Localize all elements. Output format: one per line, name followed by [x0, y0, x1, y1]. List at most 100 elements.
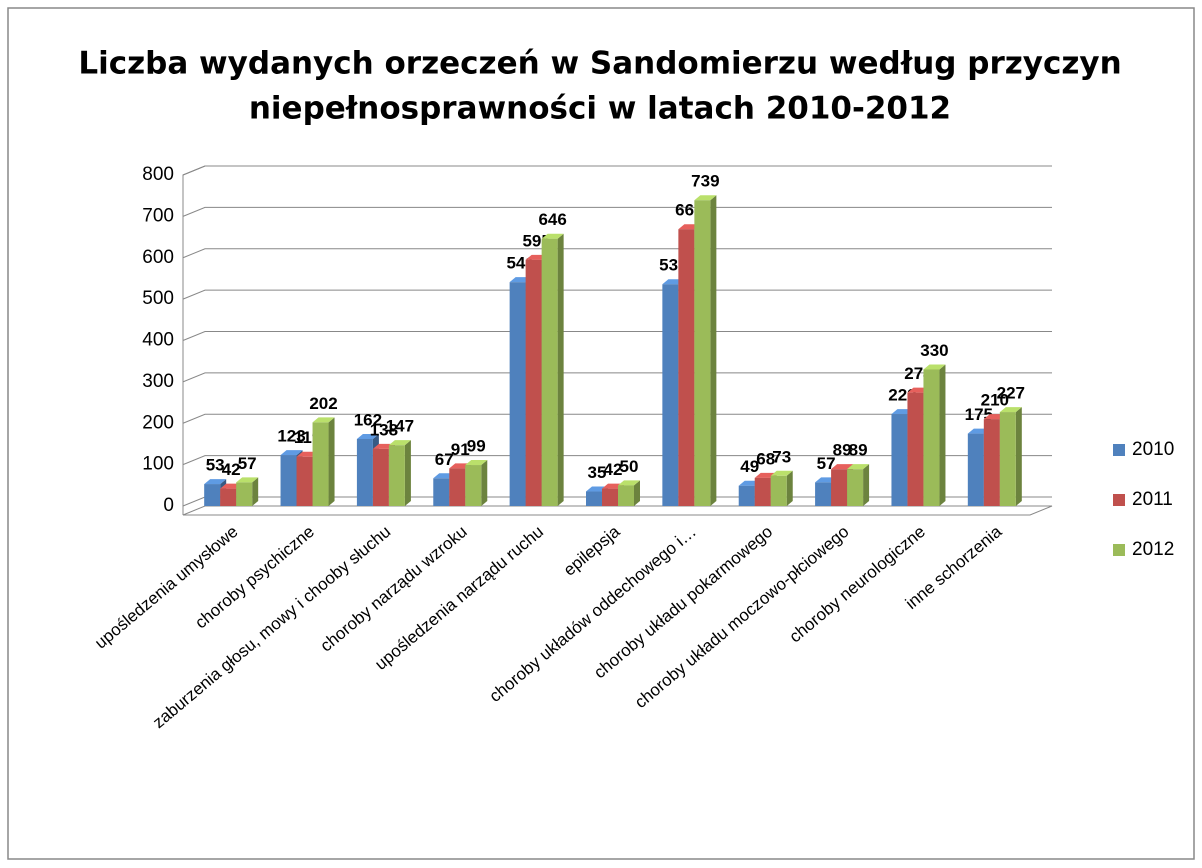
data-label: 227 [997, 384, 1025, 403]
legend-swatch [1113, 444, 1125, 456]
grid-line [182, 289, 1052, 300]
data-label: 202 [309, 394, 337, 413]
bar-front [847, 469, 864, 506]
bar [847, 464, 870, 506]
bar-top [388, 440, 411, 446]
bar-front [204, 484, 221, 506]
data-label: 57 [238, 454, 257, 473]
bar-front [312, 422, 329, 506]
y-tick-label: 600 [142, 247, 174, 268]
bar-side [1015, 407, 1022, 506]
bar [618, 480, 640, 506]
bar-front [509, 282, 526, 506]
data-label: 646 [538, 210, 566, 229]
bar-top [770, 470, 793, 476]
bar-front [541, 238, 558, 506]
y-tick-label: 300 [142, 371, 174, 392]
y-tick-label: 700 [142, 205, 174, 226]
bar [541, 233, 564, 506]
bar-front [907, 392, 924, 506]
y-tick-label: 200 [142, 412, 174, 433]
legend-label: 2011 [1132, 489, 1173, 510]
bar-front [618, 485, 634, 506]
grid-line [182, 248, 1052, 259]
bar-front [586, 491, 602, 506]
bar [694, 195, 717, 506]
bar-top [356, 433, 379, 439]
bar-top [831, 464, 854, 470]
legend-swatch [1113, 494, 1125, 506]
bar-front [999, 412, 1016, 506]
data-label: 53 [206, 456, 225, 475]
chart-subtitle: niepełnosprawności w latach 2010-2012 [249, 91, 951, 127]
bar-front [388, 445, 405, 506]
data-label: 35 [588, 463, 607, 482]
bar-top [618, 480, 640, 486]
data-label: 67 [435, 450, 454, 469]
grid-line [182, 413, 1052, 424]
bar-front [280, 455, 297, 506]
bar-front [831, 469, 848, 506]
bar-front [433, 478, 450, 506]
bar [388, 440, 411, 506]
bar-front [983, 419, 1000, 506]
bar [923, 364, 946, 506]
bar-front [449, 468, 466, 506]
legend-swatch [1113, 544, 1125, 556]
legend-label: 2010 [1132, 439, 1174, 460]
legend-label: 2012 [1132, 539, 1174, 560]
bar-side [252, 477, 259, 506]
data-label: 42 [222, 460, 241, 479]
data-label: 99 [467, 437, 486, 456]
y-tick-label: 0 [163, 495, 174, 516]
data-label: 91 [451, 440, 470, 459]
data-label: 68 [756, 449, 775, 468]
bar-front [602, 488, 618, 506]
bar-front [770, 475, 787, 506]
bar-front [372, 448, 389, 506]
bar-front [923, 369, 940, 506]
bar-side [863, 464, 870, 506]
bar-side [786, 470, 793, 506]
bar-side [710, 195, 717, 506]
bar-front [678, 229, 695, 507]
data-label: 123 [277, 427, 305, 446]
bar-front [662, 284, 679, 506]
bar-front [356, 438, 373, 506]
y-tick-label: 100 [142, 454, 174, 475]
bar [465, 460, 488, 506]
bar-top [312, 417, 335, 423]
bar-top [847, 464, 870, 470]
y-tick-label: 800 [142, 164, 174, 185]
data-label: 89 [849, 441, 868, 460]
chart-title: Liczba wydanych orzeczeń w Sandomierzu w… [78, 46, 1121, 82]
bar-top [204, 479, 227, 485]
bar-top [541, 233, 564, 239]
bar-front [236, 482, 253, 506]
bar-top [280, 450, 303, 456]
bar-top [465, 460, 488, 466]
data-label: 42 [604, 460, 623, 479]
bar-side [328, 417, 335, 506]
bar-side [404, 440, 411, 506]
bar-top [694, 195, 717, 201]
data-label: 73 [772, 447, 791, 466]
bar-top [923, 364, 946, 370]
grid-line [182, 206, 1052, 217]
bar-front [220, 488, 237, 506]
y-tick-label: 500 [142, 288, 174, 309]
bar-front [754, 477, 771, 506]
bar [770, 470, 793, 506]
data-label: 49 [740, 457, 759, 476]
data-label: 50 [620, 457, 639, 476]
grid-line [182, 331, 1052, 341]
bar-side [939, 364, 946, 506]
bar-top [236, 477, 259, 483]
bar-front [694, 200, 711, 506]
data-label: 162 [354, 410, 382, 429]
grid-line [182, 455, 1052, 466]
bar [236, 477, 259, 506]
bar-front [738, 485, 755, 506]
floor [182, 505, 1053, 516]
y-tick-label: 400 [142, 330, 174, 351]
